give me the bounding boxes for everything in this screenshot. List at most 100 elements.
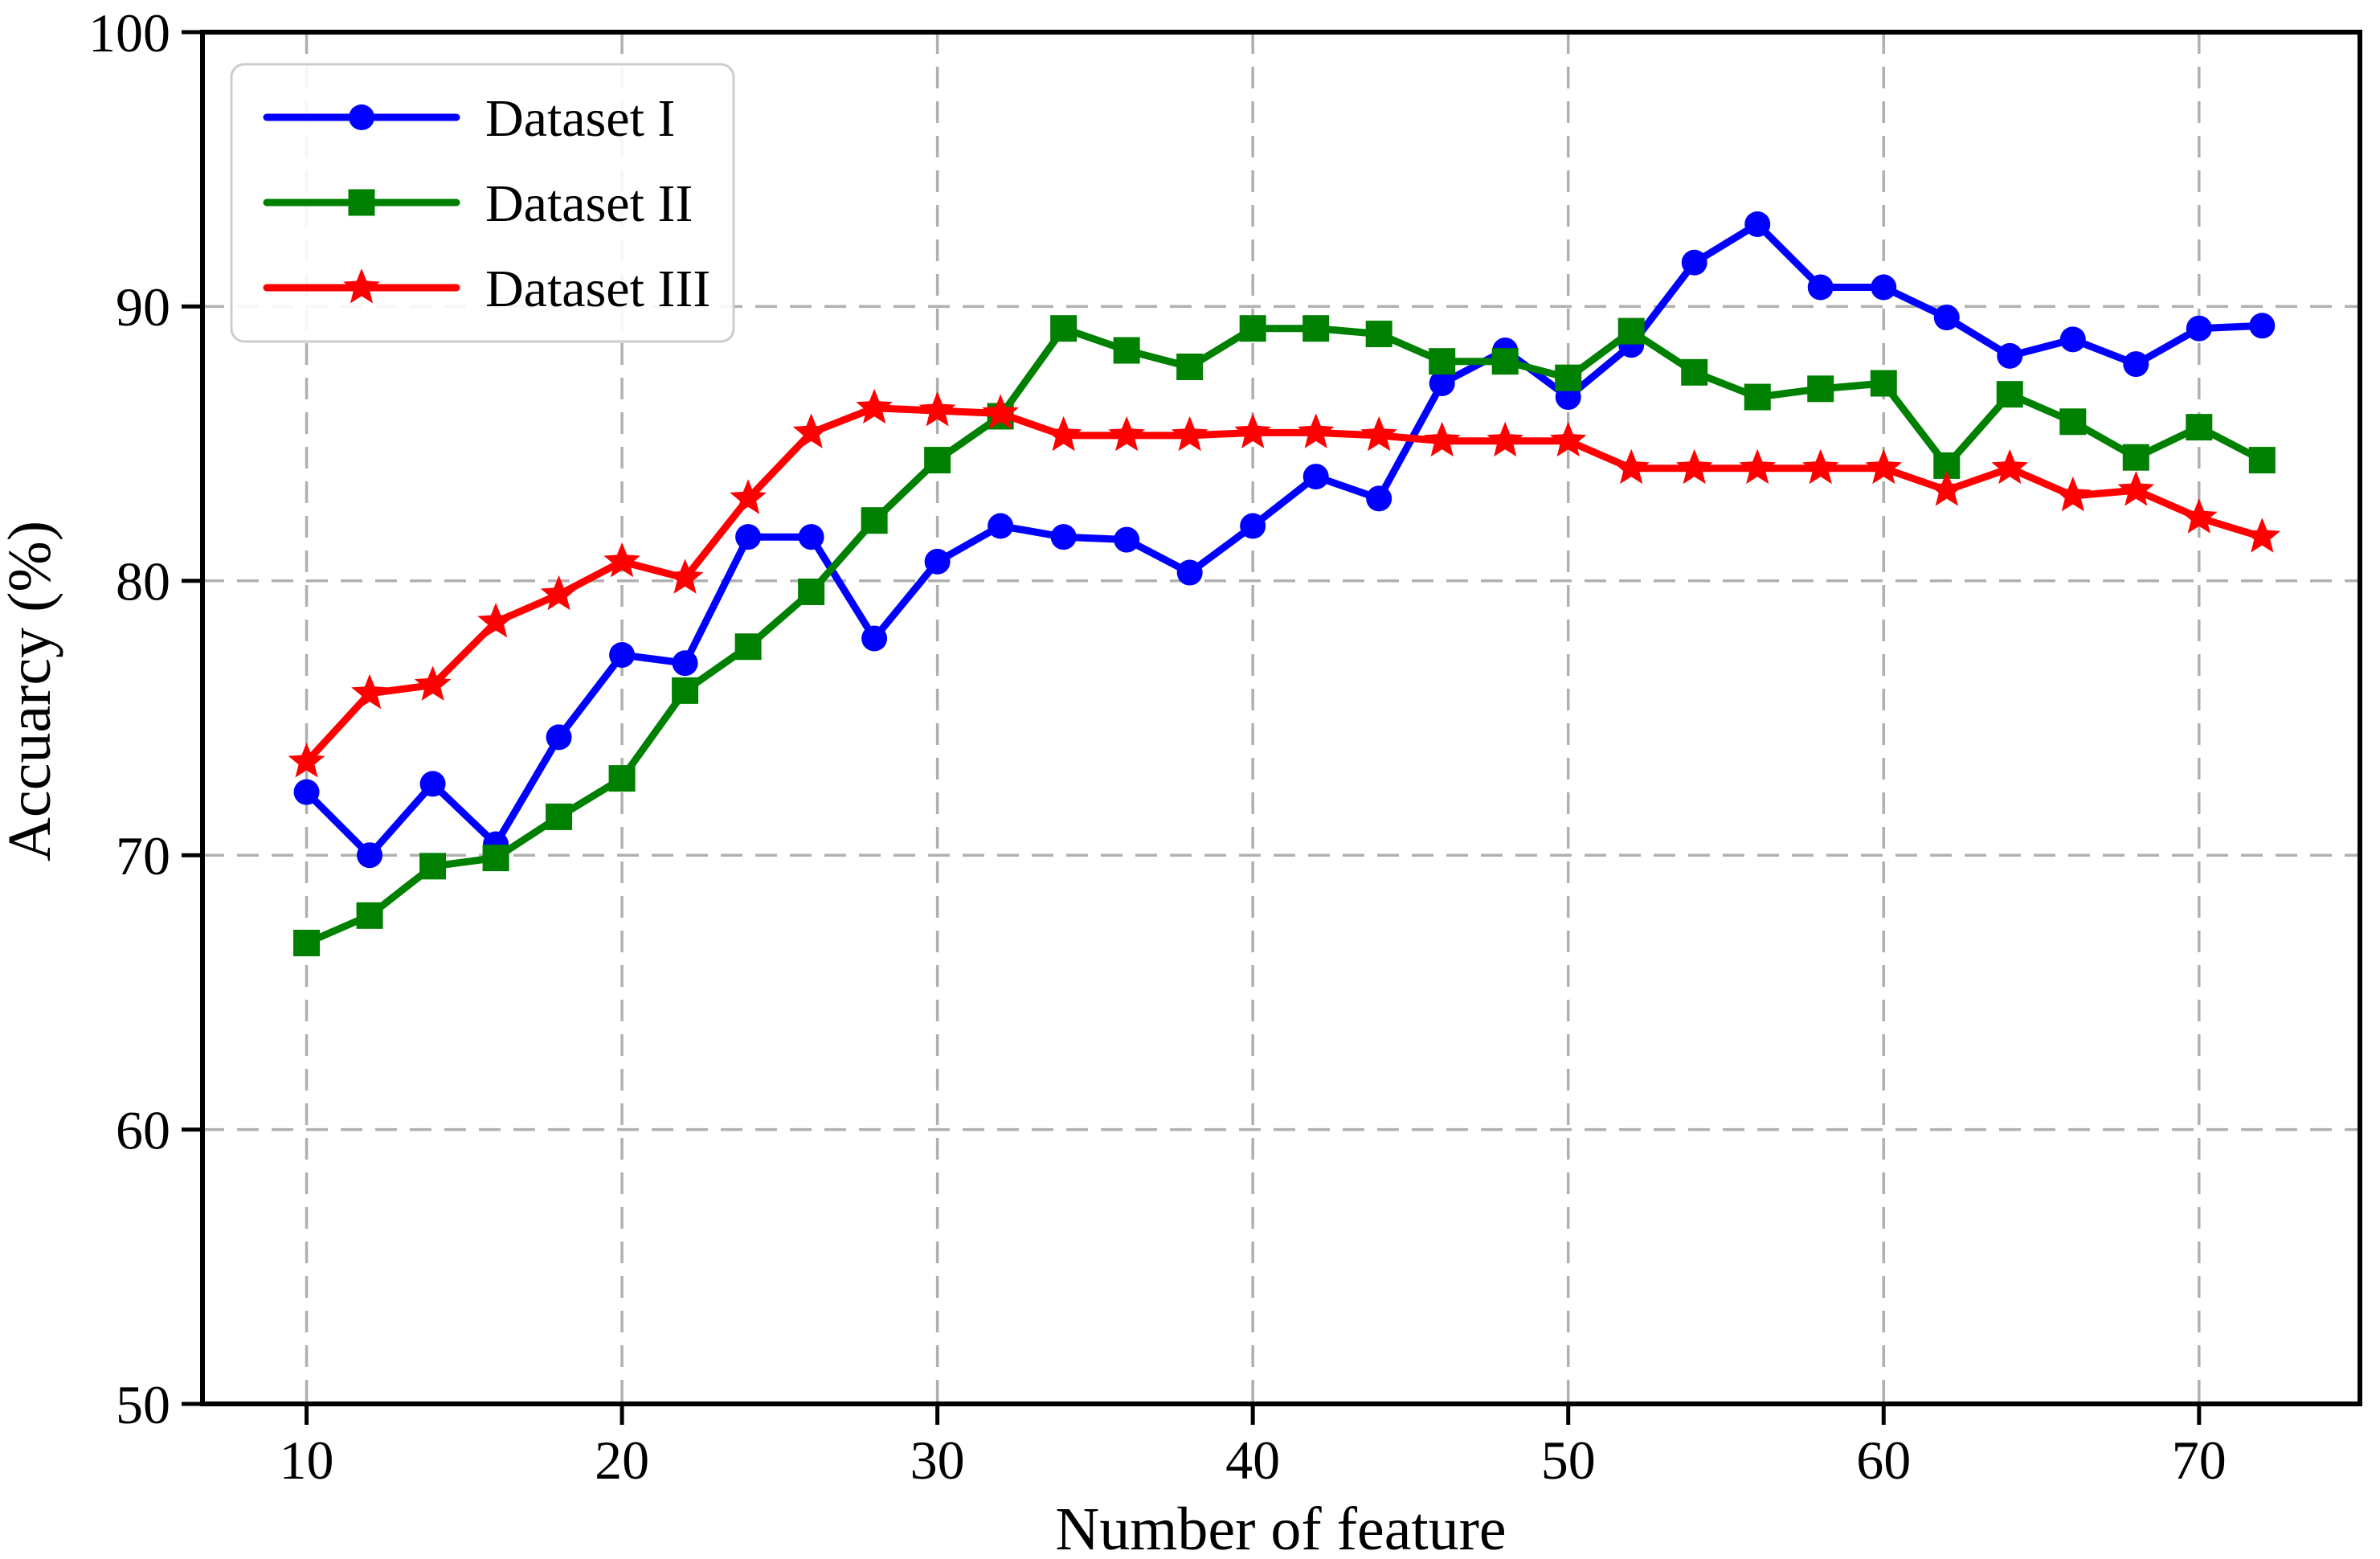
data-point-dataset-ii-x56 [1744,383,1771,411]
data-point-dataset-ii-x14 [419,853,447,880]
legend-marker-star-icon [343,268,380,304]
data-point-dataset-iii-x22 [666,559,704,594]
data-point-dataset-i-x62 [1933,305,1960,331]
data-point-dataset-i-x28 [861,625,888,652]
data-point-dataset-ii-x64 [1996,381,2023,408]
data-point-dataset-i-x40 [1240,513,1266,539]
data-point-dataset-i-x60 [1871,274,1897,301]
data-point-dataset-i-x64 [1997,342,2023,369]
data-point-dataset-iii-x62 [1928,471,1965,506]
y-tick-label-100: 100 [88,2,170,63]
legend-marker-circle-icon [349,104,374,130]
data-point-dataset-i-x18 [546,724,572,751]
data-point-dataset-iii-x42 [1297,413,1335,448]
data-point-dataset-iii-x34 [1045,415,1082,452]
data-point-dataset-ii-x44 [1365,321,1392,348]
y-tick-label-50: 50 [116,1374,170,1435]
data-point-dataset-iii-x60 [1865,448,1903,485]
data-point-dataset-ii-x60 [1870,370,1897,397]
data-point-dataset-ii-x50 [1555,364,1582,391]
series-line-dataset-iii [303,404,2266,766]
data-point-dataset-i-x36 [1114,526,1140,553]
series-dataset-i [293,211,2276,869]
y-tick-label-60: 60 [116,1099,170,1160]
x-tick-label-60: 60 [1856,1430,1911,1491]
x-tick-label-70: 70 [2172,1430,2227,1491]
data-point-dataset-i-x20 [609,641,636,668]
data-point-dataset-i-x46 [1429,370,1455,396]
data-point-dataset-iii-x58 [1801,448,1839,485]
data-point-dataset-iii-x50 [1549,421,1587,457]
data-point-dataset-ii-x40 [1239,315,1266,342]
data-point-dataset-i-x24 [735,524,762,550]
data-point-dataset-iii-x70 [2181,498,2218,534]
data-point-dataset-ii-x30 [924,447,951,474]
data-point-dataset-ii-x52 [1617,317,1645,345]
data-point-dataset-i-x68 [2123,351,2149,378]
data-point-dataset-ii-x16 [482,845,509,872]
data-point-dataset-i-x10 [293,779,320,805]
data-point-dataset-i-x34 [1050,524,1077,550]
x-tick-label-20: 20 [595,1430,649,1491]
data-point-dataset-i-x42 [1302,464,1329,490]
data-point-dataset-ii-x48 [1491,348,1519,375]
data-point-dataset-ii-x18 [546,803,573,830]
data-point-dataset-iii-x16 [477,603,514,638]
data-point-dataset-ii-x68 [2122,444,2149,471]
data-point-dataset-ii-x38 [1176,354,1204,381]
data-point-dataset-ii-x34 [1050,315,1078,342]
data-point-dataset-i-x56 [1744,211,1771,237]
y-tick-label-90: 90 [116,276,170,338]
data-point-dataset-i-x72 [2249,313,2276,339]
data-point-dataset-iii-x14 [414,665,452,701]
legend-marker-square-icon [348,189,375,216]
legend-entry-dataset-iii: Dataset III [263,260,710,318]
x-tick-label-30: 30 [910,1430,965,1491]
data-point-dataset-ii-x36 [1113,337,1140,364]
data-point-dataset-iii-x66 [2055,477,2092,512]
data-point-dataset-ii-x42 [1302,315,1330,342]
data-point-dataset-ii-x12 [356,902,383,929]
data-point-dataset-iii-x54 [1675,448,1713,485]
data-point-dataset-ii-x10 [293,929,321,956]
data-point-dataset-i-x70 [2186,315,2212,342]
data-point-dataset-i-x30 [924,548,951,575]
data-point-dataset-iii-x72 [2243,518,2281,553]
data-point-dataset-iii-x46 [1423,421,1461,457]
series-dataset-ii [293,315,2276,956]
data-point-dataset-i-x14 [419,771,446,797]
legend-box [230,63,735,343]
data-point-dataset-iii-x12 [351,673,388,710]
data-point-dataset-iii-x48 [1486,421,1523,457]
data-point-dataset-iii-x36 [1108,415,1145,452]
data-point-dataset-ii-x46 [1429,348,1456,375]
data-point-dataset-i-x38 [1176,559,1203,586]
data-point-dataset-iii-x20 [603,542,640,578]
data-point-dataset-i-x22 [672,650,698,677]
data-point-dataset-i-x12 [357,842,383,869]
legend-entry-dataset-i: Dataset I [263,89,675,148]
series-line-dataset-ii [303,325,2266,947]
x-axis-label: Number of feature [1055,1496,1506,1559]
legend: Dataset I Dataset II Dataset III [230,63,735,343]
data-point-dataset-iii-x40 [1234,413,1271,448]
data-point-dataset-iii-x44 [1360,415,1397,452]
data-point-dataset-iii-x56 [1739,448,1777,485]
y-axis-label: Accuarcy (%) [0,521,63,861]
data-point-dataset-ii-x70 [2186,414,2213,441]
x-tick-label-40: 40 [1225,1430,1280,1491]
y-tick-label-70: 70 [116,825,170,886]
data-point-dataset-i-x26 [798,524,824,550]
data-point-dataset-ii-x24 [734,633,762,661]
legend-label-dataset-ii: Dataset II [485,174,693,233]
legend-label-dataset-iii: Dataset III [485,260,710,318]
legend-label-dataset-i: Dataset I [485,89,675,148]
data-point-dataset-iii-x10 [288,743,325,778]
data-point-dataset-iii-x26 [792,413,830,448]
tick-layer: 10 20 30 40 50 60 70 50 60 70 80 90 100 [88,2,2227,1491]
data-point-dataset-iii-x38 [1171,415,1208,452]
data-point-dataset-ii-x54 [1681,358,1708,386]
x-tick-label-10: 10 [280,1430,334,1491]
